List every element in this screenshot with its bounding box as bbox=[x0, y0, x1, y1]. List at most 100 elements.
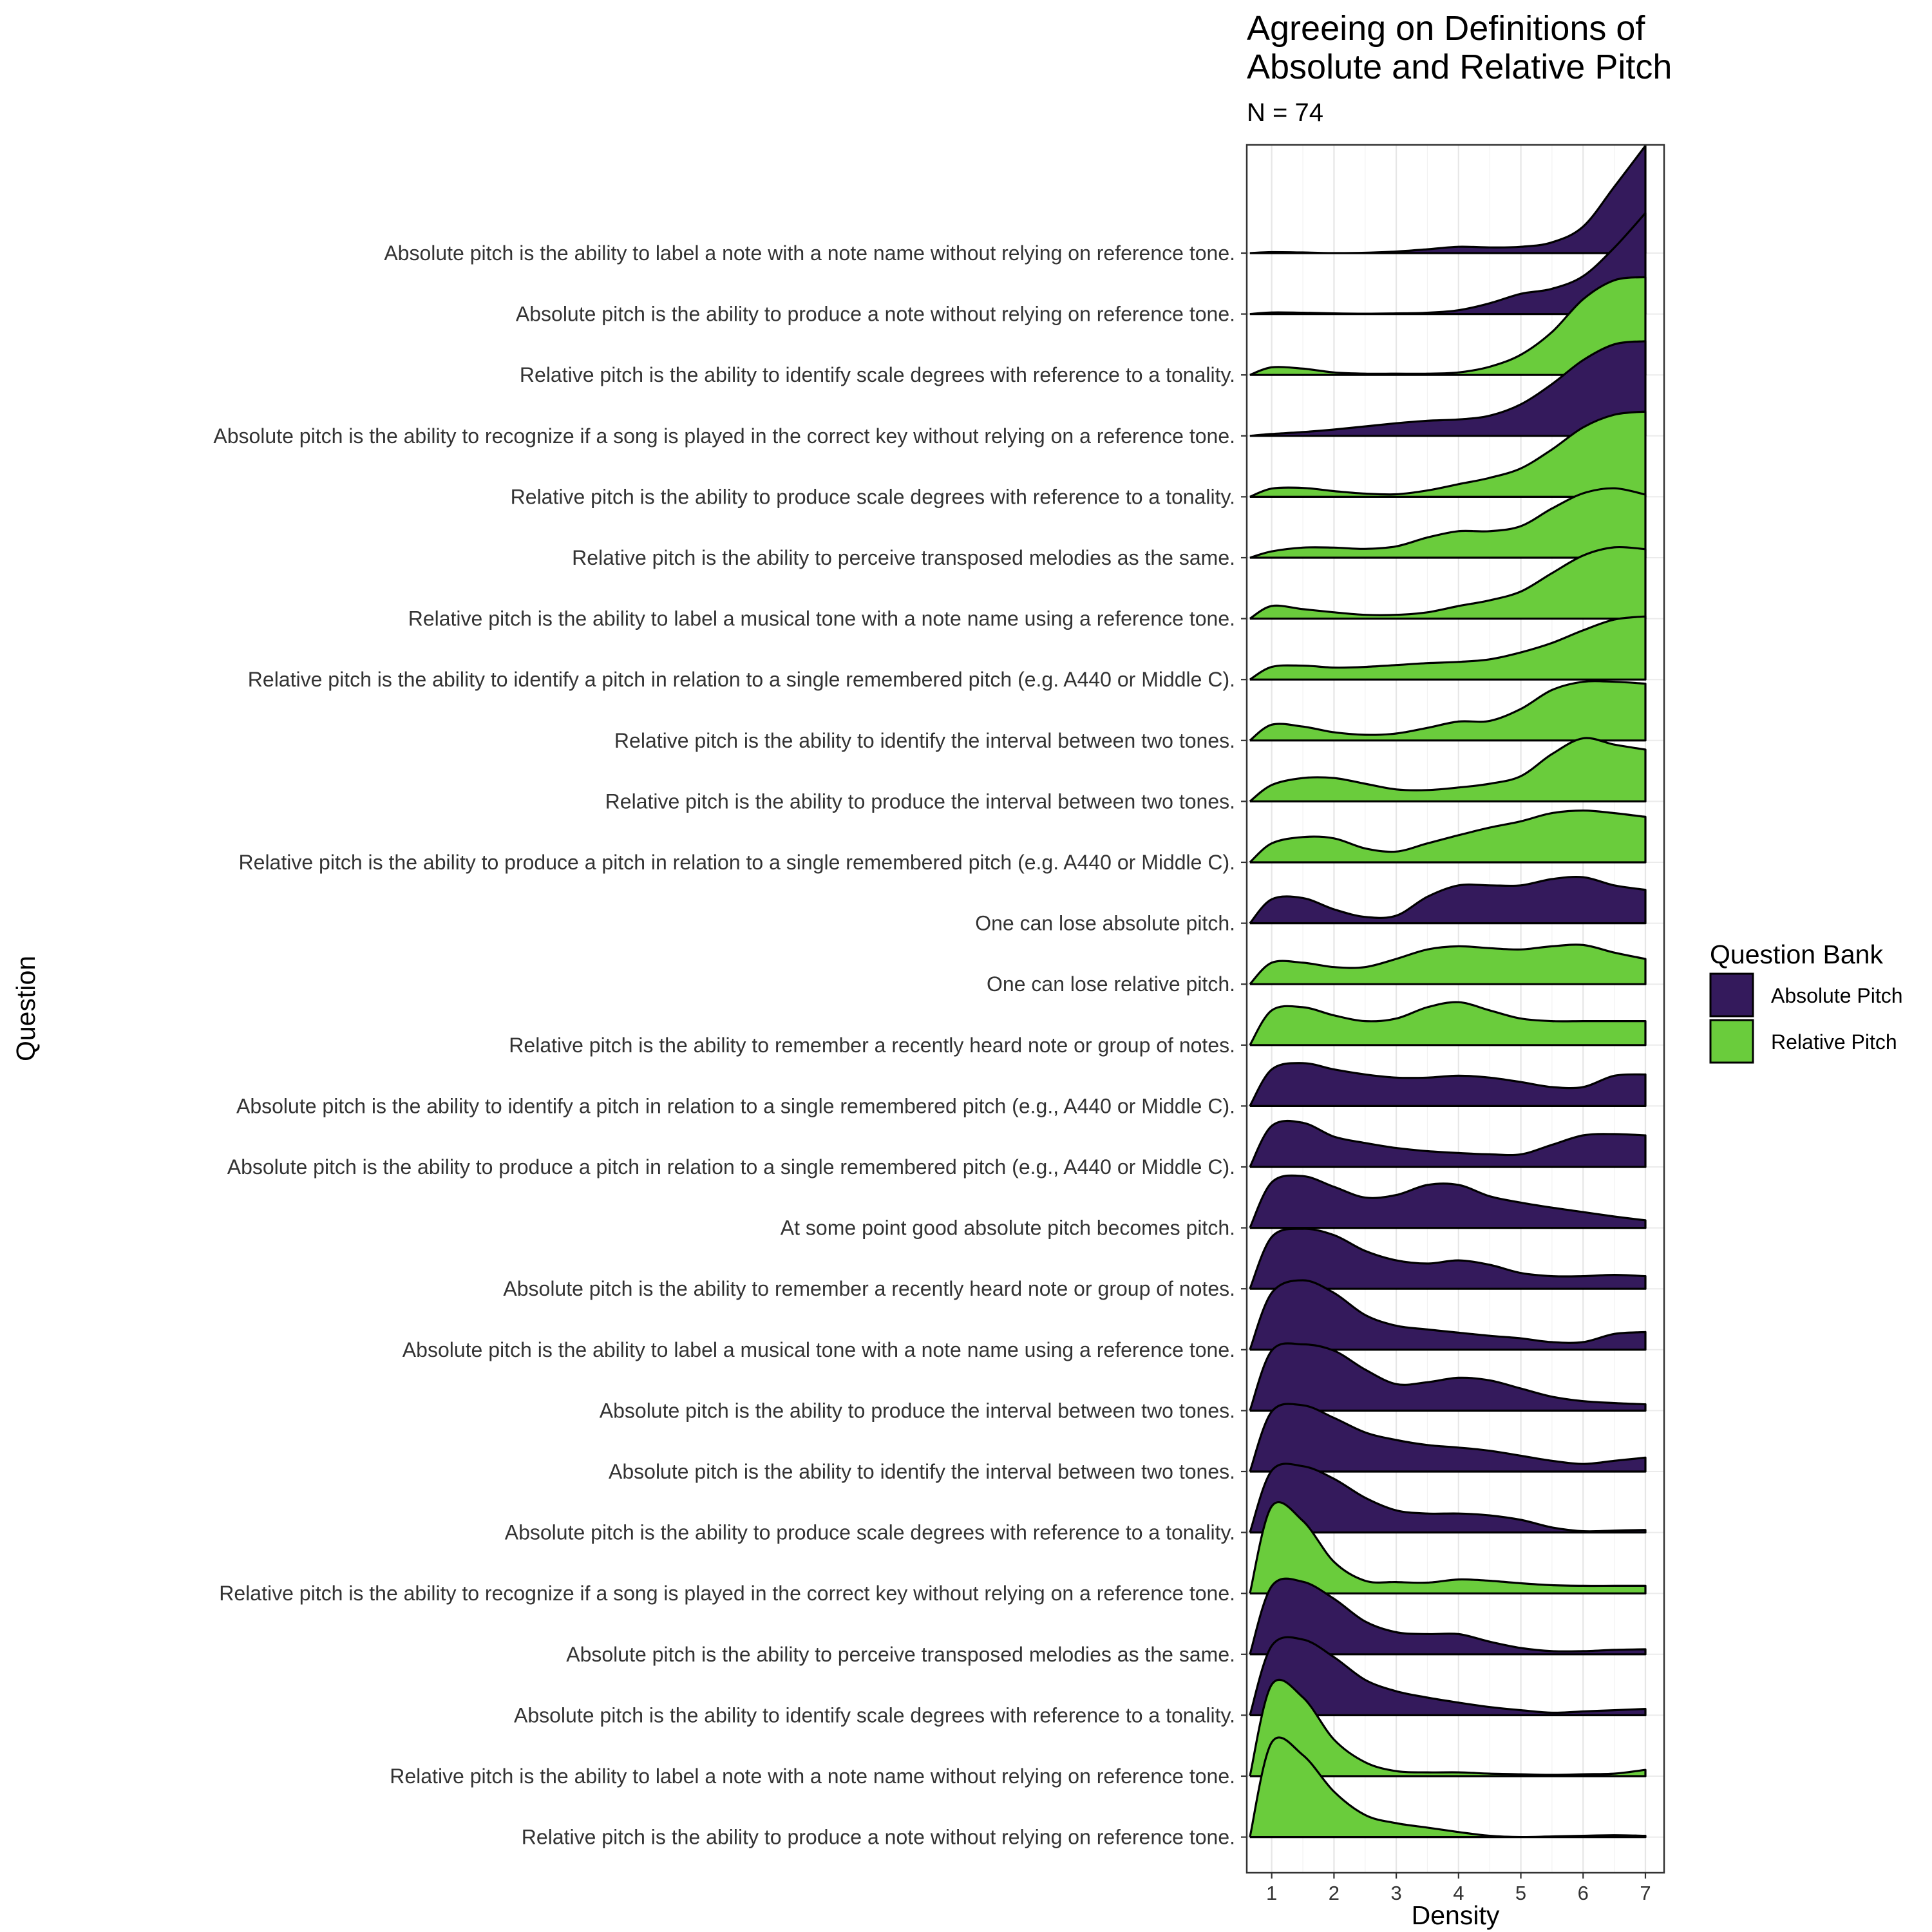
question-label: One can lose relative pitch. bbox=[987, 972, 1235, 996]
x-tick-label: 3 bbox=[1390, 1882, 1401, 1904]
density-ridge-outline bbox=[1249, 680, 1647, 742]
density-ridge bbox=[1249, 1175, 1645, 1228]
x-tick-label: 1 bbox=[1266, 1882, 1277, 1904]
question-label: Absolute pitch is the ability to identif… bbox=[514, 1703, 1235, 1727]
panel-border bbox=[1245, 144, 1665, 1874]
question-label: Absolute pitch is the ability to recogni… bbox=[213, 424, 1235, 448]
density-ridge-outline bbox=[1249, 410, 1647, 498]
density-ridge bbox=[1249, 341, 1645, 436]
legend-title: Question Bank bbox=[1710, 940, 1883, 969]
question-label: Absolute pitch is the ability to produce… bbox=[516, 303, 1235, 326]
density-ridge-outline bbox=[1249, 545, 1647, 620]
chart-subtitle: N = 74 bbox=[1247, 99, 1323, 127]
question-labels: Absolute pitch is the ability to label a… bbox=[213, 242, 1247, 1849]
legend-swatch bbox=[1709, 972, 1754, 1018]
density-ridge-outline bbox=[1249, 144, 1647, 254]
density-ridge bbox=[1249, 1403, 1645, 1472]
density-ridge bbox=[1249, 277, 1645, 375]
legend-label: Relative Pitch bbox=[1771, 1030, 1897, 1054]
density-ridge-outline bbox=[1249, 1227, 1647, 1290]
question-label: Relative pitch is the ability to label a… bbox=[408, 607, 1235, 630]
question-label: Absolute pitch is the ability to identif… bbox=[609, 1460, 1235, 1483]
question-label: Relative pitch is the ability to identif… bbox=[248, 668, 1235, 691]
density-ridge-outline bbox=[1249, 875, 1647, 925]
density-ridge bbox=[1249, 1737, 1645, 1837]
question-label: At some point good absolute pitch become… bbox=[781, 1217, 1235, 1240]
density-ridge-outline bbox=[1249, 1342, 1647, 1412]
y-axis-title: Question bbox=[11, 956, 41, 1061]
density-ridges bbox=[1249, 144, 1647, 1839]
question-label: Absolute pitch is the ability to produce… bbox=[600, 1399, 1235, 1422]
density-ridge bbox=[1249, 488, 1645, 558]
question-label: Relative pitch is the ability to produce… bbox=[239, 851, 1235, 874]
question-label: Relative pitch is the ability to produce… bbox=[522, 1826, 1235, 1849]
question-label: Absolute pitch is the ability to produce… bbox=[227, 1155, 1235, 1179]
x-axis: 1 2 3 4 5 6 7 bbox=[1266, 1873, 1651, 1904]
density-ridge bbox=[1249, 616, 1645, 680]
x-tick-label: 7 bbox=[1640, 1882, 1651, 1904]
density-ridge bbox=[1249, 1280, 1645, 1350]
density-ridge bbox=[1249, 1463, 1645, 1533]
question-label: Absolute pitch is the ability to identif… bbox=[236, 1094, 1235, 1117]
question-label: Absolute pitch is the ability to perceiv… bbox=[566, 1643, 1235, 1666]
density-ridge bbox=[1249, 810, 1645, 862]
x-tick-label: 4 bbox=[1453, 1882, 1464, 1904]
density-ridge-outline bbox=[1249, 737, 1647, 802]
density-ridge bbox=[1249, 738, 1645, 802]
density-ridge-outline bbox=[1249, 487, 1647, 559]
density-ridge-outline bbox=[1249, 1403, 1647, 1473]
density-ridge-outline bbox=[1249, 1678, 1647, 1777]
question-label: One can lose absolute pitch. bbox=[975, 912, 1235, 935]
density-ridge bbox=[1249, 1002, 1645, 1045]
density-ridge bbox=[1249, 547, 1645, 619]
density-ridge bbox=[1249, 412, 1645, 497]
density-ridge-outline bbox=[1249, 615, 1647, 681]
legend-label: Absolute Pitch bbox=[1771, 984, 1903, 1007]
density-ridge-outline bbox=[1249, 943, 1647, 985]
density-ridge-outline bbox=[1249, 810, 1647, 864]
density-ridge-outline bbox=[1249, 1062, 1647, 1107]
density-ridge bbox=[1249, 944, 1645, 985]
chart-title-line-1: Agreeing on Definitions of bbox=[1247, 9, 1645, 48]
density-ridge-outline bbox=[1249, 1119, 1647, 1168]
density-ridge-outline bbox=[1249, 1501, 1647, 1595]
question-label: Relative pitch is the ability to label a… bbox=[390, 1765, 1235, 1788]
question-label: Absolute pitch is the ability to label a… bbox=[384, 242, 1235, 265]
question-label: Relative pitch is the ability to identif… bbox=[520, 363, 1235, 386]
density-ridge-outline bbox=[1249, 1174, 1647, 1229]
density-ridge bbox=[1249, 1063, 1645, 1106]
density-ridge bbox=[1249, 1121, 1645, 1167]
density-ridge-outline bbox=[1249, 212, 1647, 316]
question-label: Absolute pitch is the ability to remembe… bbox=[503, 1277, 1235, 1300]
question-label: Absolute pitch is the ability to produce… bbox=[505, 1521, 1235, 1544]
question-label: Absolute pitch is the ability to label a… bbox=[402, 1338, 1235, 1361]
question-label: Relative pitch is the ability to produce… bbox=[511, 485, 1235, 508]
density-ridge-outline bbox=[1249, 1279, 1647, 1351]
chart-title-line-2: Absolute and Relative Pitch bbox=[1247, 48, 1672, 86]
x-tick-label: 6 bbox=[1578, 1882, 1589, 1904]
density-ridge bbox=[1249, 1578, 1645, 1654]
density-ridge-outline bbox=[1249, 340, 1647, 437]
question-label: Relative pitch is the ability to identif… bbox=[614, 729, 1235, 752]
question-label: Relative pitch is the ability to produce… bbox=[605, 790, 1235, 813]
density-ridge bbox=[1249, 1229, 1645, 1289]
density-ridge-outline bbox=[1249, 1001, 1647, 1046]
x-tick-label: 2 bbox=[1329, 1882, 1340, 1904]
question-label: Relative pitch is the ability to remembe… bbox=[509, 1034, 1235, 1057]
density-ridge-outline bbox=[1249, 1736, 1647, 1839]
density-ridge-outline bbox=[1249, 1463, 1647, 1534]
density-ridge bbox=[1249, 681, 1645, 741]
x-tick-label: 5 bbox=[1515, 1882, 1526, 1904]
legend: Question Bank Absolute Pitch Relative Pit… bbox=[1709, 940, 1903, 1064]
density-ridge-outline bbox=[1249, 1577, 1647, 1656]
density-ridge bbox=[1249, 876, 1645, 923]
x-axis-title: Density bbox=[1412, 1900, 1500, 1930]
question-label: Relative pitch is the ability to recogni… bbox=[219, 1582, 1235, 1605]
density-ridge-outline bbox=[1249, 276, 1647, 376]
density-ridge-outline bbox=[1249, 1636, 1647, 1716]
density-ridge bbox=[1249, 1637, 1645, 1716]
question-label: Relative pitch is the ability to perceiv… bbox=[572, 546, 1235, 569]
density-ridge bbox=[1249, 146, 1645, 254]
legend-swatch bbox=[1709, 1019, 1754, 1064]
